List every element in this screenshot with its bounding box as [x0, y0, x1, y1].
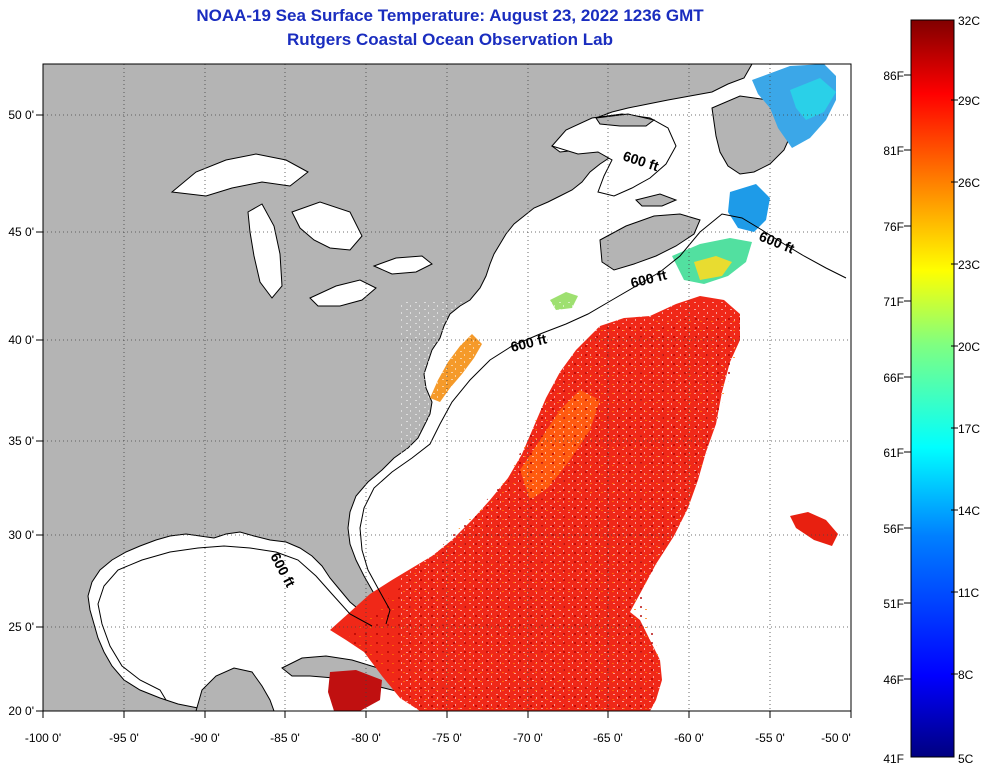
isobath-600ft-gulf: [97, 545, 373, 701]
nova-scotia-land: [599, 213, 701, 271]
lon-label-50: -50 0': [821, 731, 851, 745]
great-lakes: [170, 153, 433, 307]
colorbar-f-label: 71F: [883, 295, 904, 309]
lat-label-40: 40 0': [8, 333, 34, 347]
lat-label-35: 35 0': [8, 434, 34, 448]
lon-label-90: -90 0': [190, 731, 220, 745]
lon-label-85: -85 0': [270, 731, 300, 745]
pei-island: [635, 193, 678, 207]
sst-texture: [346, 314, 740, 711]
lat-label-30: 30 0': [8, 528, 34, 542]
colorbar-f-label: 51F: [883, 597, 904, 611]
lon-label-75: -75 0': [432, 731, 462, 745]
colorbar-f-label: 56F: [883, 522, 904, 536]
lon-label-100: -100 0': [25, 731, 61, 745]
colorbar-gradient: [910, 19, 955, 758]
colorbar-c-label: 11C: [958, 586, 979, 600]
colorbar-f-label: 46F: [883, 673, 904, 687]
anticosti-island: [595, 113, 656, 127]
colorbar-f-label: 66F: [883, 371, 904, 385]
isobath-600ft-atlantic: [359, 213, 847, 625]
lon-label-95: -95 0': [109, 731, 139, 745]
lon-label-60: -60 0': [674, 731, 704, 745]
map-subtitle: Rutgers Coastal Ocean Observation Lab: [287, 30, 613, 49]
sst-scotian-yellow: [694, 256, 732, 280]
colorbar-f-label: 81F: [883, 144, 904, 158]
sst-data: [328, 64, 838, 711]
colorbar-f-label: 61F: [883, 446, 904, 460]
lat-label-45: 45 0': [8, 225, 34, 239]
colorbar-c-label: 17C: [958, 422, 980, 436]
colorbar-c-label: 8C: [958, 668, 974, 682]
colorbar-c-label: 29C: [958, 94, 980, 108]
colorbar-c-label: 14C: [958, 504, 980, 518]
map-grid: [43, 64, 851, 711]
colorbar-f-label: 76F: [883, 220, 904, 234]
lon-label-80: -80 0': [351, 731, 381, 745]
sst-grand-banks-blue: [728, 184, 770, 232]
lon-label-65: -65 0': [593, 731, 623, 745]
colorbar: 32C 29C 26C 23C 20C 17C 14C 11C 8C 5C 86…: [883, 14, 980, 766]
yucatan-land: [195, 667, 275, 711]
lat-label-25: 25 0': [8, 620, 34, 634]
sst-caribbean-dark: [328, 670, 382, 711]
sst-labrador-cyan: [790, 78, 836, 120]
map-title: NOAA-19 Sea Surface Temperature: August …: [196, 6, 704, 25]
lat-label-20: 20 0': [8, 704, 34, 718]
lat-label-50: 50 0': [8, 108, 34, 122]
colorbar-c-label: 23C: [958, 258, 980, 272]
colorbar-f-label: 41F: [883, 752, 904, 766]
colorbar-c-label: 26C: [958, 176, 980, 190]
colorbar-f-label: 86F: [883, 69, 904, 83]
lon-label-70: -70 0': [513, 731, 543, 745]
colorbar-c-label: 32C: [958, 14, 980, 28]
sst-east-patch: [790, 512, 838, 546]
colorbar-c-label: 20C: [958, 340, 980, 354]
colorbar-c-label: 5C: [958, 752, 974, 766]
lon-label-55: -55 0': [755, 731, 785, 745]
